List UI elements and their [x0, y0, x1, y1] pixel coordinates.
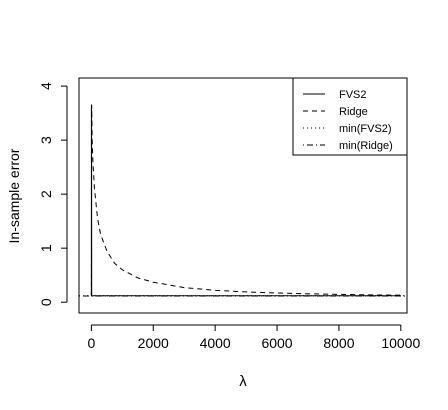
- y-tick-label: 0: [38, 298, 54, 306]
- x-tick-label: 0: [87, 335, 95, 351]
- legend-box: [292, 77, 408, 156]
- x-tick-label: 6000: [261, 335, 292, 351]
- y-tick-label: 3: [38, 136, 54, 144]
- axes: 0 2000 4000 6000 8000 10000 0 1 2 3 4: [38, 77, 420, 351]
- y-tick-label: 2: [38, 190, 54, 198]
- y-axis-label: In-sample error: [6, 148, 22, 243]
- plot-frame: [78, 77, 408, 314]
- x-tick-label: 8000: [323, 335, 354, 351]
- x-tick-label: 10000: [381, 335, 420, 351]
- legend-label: min(FVS2): [339, 123, 392, 135]
- legend-label: min(Ridge): [339, 140, 393, 152]
- y-tick-label: 4: [38, 82, 54, 90]
- plot-area: [79, 104, 407, 297]
- legend-label: FVS2: [339, 89, 367, 101]
- series-line-ridge: [90, 105, 401, 296]
- x-tick-label: 2000: [138, 335, 169, 351]
- legend-label: Ridge: [339, 106, 368, 118]
- x-axis-label: λ: [239, 373, 247, 390]
- series-group: [79, 104, 407, 297]
- x-tick-label: 4000: [200, 335, 231, 351]
- y-tick-label: 1: [38, 244, 54, 252]
- legend: FVS2 Ridge min(FVS2) min(Ridge): [292, 77, 408, 156]
